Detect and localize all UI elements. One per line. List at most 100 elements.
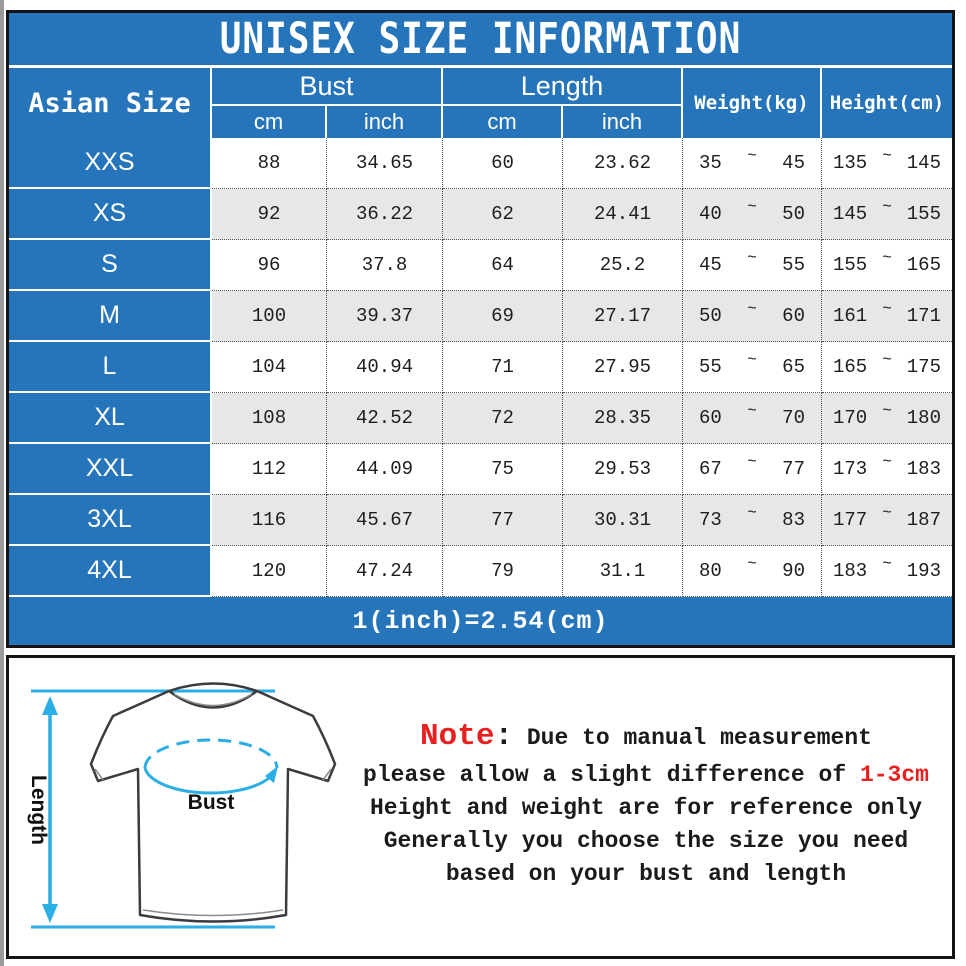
weight-min: 55	[699, 356, 722, 378]
tilde-glyph: ~	[747, 147, 757, 165]
length-inch-cell: 28.35	[563, 393, 683, 444]
length-inch-cell: 27.17	[563, 291, 683, 342]
tilde-glyph: ~	[882, 198, 892, 216]
height-range-cell: 155 ~165	[822, 240, 952, 291]
tilde-glyph: ~	[882, 402, 892, 420]
table-row: 3XL 116 45.67 77 30.31 73 ~83 177 ~187	[9, 495, 952, 546]
weight-range-cell: 80 ~90	[683, 546, 822, 597]
col-header-weight: Weight(kg)	[683, 68, 822, 138]
table-title: UNISEX SIZE INFORMATION	[219, 14, 742, 64]
weight-max: 60	[782, 305, 805, 327]
table-title-bar: UNISEX SIZE INFORMATION	[9, 13, 952, 68]
length-cm-cell: 62	[443, 189, 563, 240]
bust-cm-cell: 88	[212, 138, 327, 189]
height-range-cell: 165 ~175	[822, 342, 952, 393]
bust-inch-cell: 42.52	[327, 393, 443, 444]
length-cm-cell: 64	[443, 240, 563, 291]
height-max: 175	[906, 356, 941, 378]
tilde-glyph: ~	[747, 351, 757, 369]
subheader-bust-inch: inch	[327, 106, 443, 138]
table-row: XS 92 36.22 62 24.41 40 ~50 145 ~155	[9, 189, 952, 240]
table-header: Asian Size Bust cm inch Length cm inch W…	[9, 68, 952, 138]
bust-cm-cell: 112	[212, 444, 327, 495]
tilde-glyph: ~	[882, 249, 892, 267]
tilde-glyph: ~	[882, 555, 892, 573]
note-colon: :	[494, 719, 514, 754]
height-min: 170	[833, 407, 868, 429]
height-max: 183	[906, 458, 941, 480]
note-line-2: please allow a slight difference of 1-3c…	[331, 759, 961, 792]
conversion-text: 1(inch)=2.54(cm)	[352, 606, 609, 636]
length-cm-cell: 79	[443, 546, 563, 597]
height-min: 177	[833, 509, 868, 531]
weight-min: 80	[699, 560, 722, 582]
bust-inch-cell: 36.22	[327, 189, 443, 240]
height-min: 135	[833, 152, 868, 174]
weight-range-cell: 40 ~50	[683, 189, 822, 240]
height-max: 155	[906, 203, 941, 225]
tilde-glyph: ~	[747, 453, 757, 471]
left-edge-strip	[0, 0, 4, 966]
weight-range-cell: 50 ~60	[683, 291, 822, 342]
tshirt-measure-diagram: Length Bust	[27, 682, 337, 929]
note-line-2-text: please allow a slight difference of	[363, 762, 860, 788]
weight-min: 40	[699, 203, 722, 225]
tshirt-outline	[89, 682, 337, 923]
weight-max: 55	[782, 254, 805, 276]
bust-label: Bust	[188, 791, 235, 814]
note-highlight: 1-3cm	[859, 762, 929, 788]
size-table: UNISEX SIZE INFORMATION Asian Size Bust …	[9, 13, 952, 645]
subheader-bust-cm: cm	[212, 106, 327, 138]
weight-max: 70	[782, 407, 805, 429]
weight-min: 73	[699, 509, 722, 531]
length-label: Length	[27, 775, 50, 845]
bust-cm-cell: 100	[212, 291, 327, 342]
size-table-frame: UNISEX SIZE INFORMATION Asian Size Bust …	[6, 10, 955, 648]
height-range-cell: 173 ~183	[822, 444, 952, 495]
length-arrow	[42, 696, 58, 923]
tilde-glyph: ~	[747, 555, 757, 573]
tilde-glyph: ~	[882, 351, 892, 369]
note-line-5: based on your bust and length	[445, 861, 847, 887]
subheader-length-cm: cm	[443, 106, 563, 138]
conversion-footer: 1(inch)=2.54(cm)	[9, 597, 952, 645]
note-line-1: Note: Due to manual measurement	[331, 720, 961, 755]
weight-min: 35	[699, 152, 722, 174]
col-group-bust: Bust cm inch	[212, 68, 443, 138]
height-min: 165	[833, 356, 868, 378]
bust-cm-cell: 92	[212, 189, 327, 240]
note-panel: Length Bust Note: Due to manual measurem…	[6, 655, 955, 959]
length-cm-cell: 75	[443, 444, 563, 495]
table-row: XXS 88 34.65 60 23.62 35 ~45 135 ~145	[9, 138, 952, 189]
length-inch-cell: 25.2	[563, 240, 683, 291]
length-cm-cell: 77	[443, 495, 563, 546]
tilde-glyph: ~	[747, 198, 757, 216]
bust-measure-line	[143, 738, 279, 795]
weight-min: 60	[699, 407, 722, 429]
table-row: XXL 112 44.09 75 29.53 67 ~77 173 ~183	[9, 444, 952, 495]
length-inch-cell: 30.31	[563, 495, 683, 546]
tilde-glyph: ~	[747, 402, 757, 420]
bust-inch-cell: 40.94	[327, 342, 443, 393]
tilde-glyph: ~	[882, 300, 892, 318]
table-row: S 96 37.8 64 25.2 45 ~55 155 ~165	[9, 240, 952, 291]
weight-max: 65	[782, 356, 805, 378]
length-inch-cell: 23.62	[563, 138, 683, 189]
weight-min: 45	[699, 254, 722, 276]
height-max: 145	[906, 152, 941, 174]
bust-inch-cell: 45.67	[327, 495, 443, 546]
weight-max: 90	[782, 560, 805, 582]
table-row: M 100 39.37 69 27.17 50 ~60 161 ~171	[9, 291, 952, 342]
height-min: 183	[833, 560, 868, 582]
col-group-length: Length cm inch	[443, 68, 683, 138]
height-range-cell: 135 ~145	[822, 138, 952, 189]
note-heading: Note	[420, 719, 495, 754]
length-cm-cell: 72	[443, 393, 563, 444]
table-row: XL 108 42.52 72 28.35 60 ~70 170 ~180	[9, 393, 952, 444]
height-max: 187	[906, 509, 941, 531]
subheader-length-inch: inch	[563, 106, 683, 138]
height-min: 173	[833, 458, 868, 480]
bust-inch-cell: 47.24	[327, 546, 443, 597]
col-header-height: Height(cm)	[822, 68, 952, 138]
size-label: S	[9, 240, 212, 291]
